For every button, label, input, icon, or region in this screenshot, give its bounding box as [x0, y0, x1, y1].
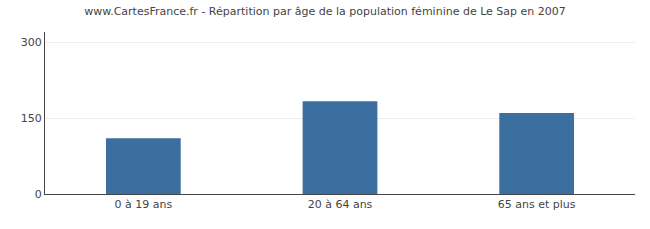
svg-text:0: 0	[35, 188, 42, 201]
svg-text:300: 300	[21, 36, 42, 49]
svg-text:65 ans et plus: 65 ans et plus	[498, 198, 576, 211]
svg-text:0 à 19 ans: 0 à 19 ans	[114, 198, 172, 211]
svg-text:www.CartesFrance.fr - Répartit: www.CartesFrance.fr - Répartition par âg…	[84, 5, 566, 18]
svg-text:150: 150	[21, 112, 42, 125]
svg-text:20 à 64 ans: 20 à 64 ans	[308, 198, 373, 211]
